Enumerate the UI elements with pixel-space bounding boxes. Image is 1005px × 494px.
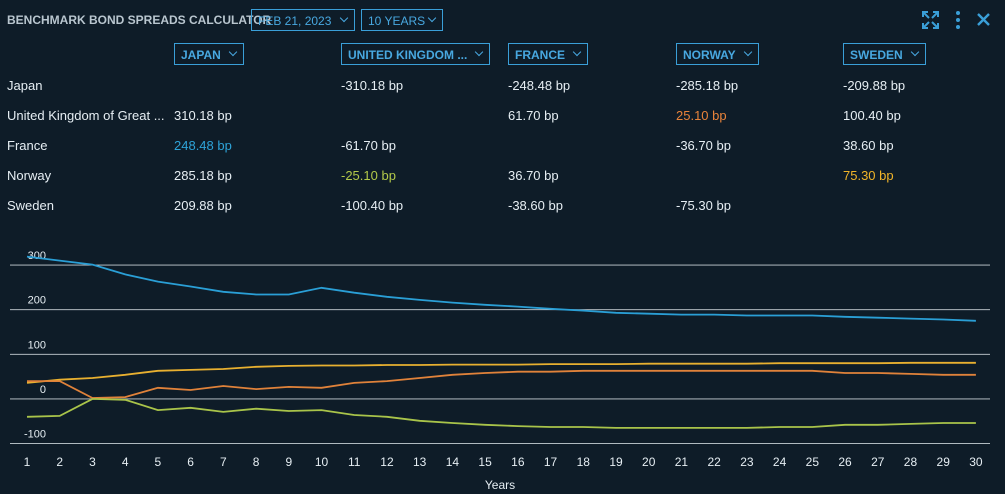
x-tick-label: 29: [937, 455, 951, 469]
y-tick-label: 200: [28, 295, 46, 307]
spread-cell: 100.40 bp: [843, 108, 901, 123]
series-line: [26, 361, 976, 384]
spread-cell: -36.70 bp: [676, 138, 731, 153]
y-tick-label: 0: [40, 384, 46, 396]
x-tick-label: 4: [122, 455, 129, 469]
date-dropdown[interactable]: FEB 21, 2023: [251, 9, 355, 31]
spread-cell: 36.70 bp: [508, 168, 559, 183]
x-tick-label: 21: [675, 455, 689, 469]
x-tick-label: 20: [642, 455, 656, 469]
y-tick-label: 300: [28, 250, 46, 262]
spread-cell: 209.88 bp: [174, 198, 232, 213]
x-tick-label: 11: [348, 455, 361, 469]
row-label: Japan: [7, 78, 43, 93]
widget-title: BENCHMARK BOND SPREADS CALCULATOR: [7, 13, 272, 27]
x-tick-label: 12: [380, 455, 394, 469]
x-tick-label: 27: [871, 455, 885, 469]
column-dropdown[interactable]: SWEDEN: [843, 43, 926, 65]
x-tick-label: 2: [56, 455, 63, 469]
y-tick-label: -100: [24, 429, 46, 441]
x-tick-label: 9: [285, 455, 292, 469]
x-tick-label: 30: [969, 455, 983, 469]
spread-cell: -285.18 bp: [676, 78, 739, 93]
x-tick-label: 7: [220, 455, 227, 469]
x-tick-label: 10: [315, 455, 329, 469]
series-line: [26, 255, 976, 322]
series-line: [27, 369, 976, 399]
x-tick-label: 14: [446, 455, 460, 469]
spread-cell: 61.70 bp: [508, 108, 559, 123]
x-tick-label: 18: [577, 455, 591, 469]
expand-icon[interactable]: [922, 11, 939, 29]
spread-cell: 285.18 bp: [174, 168, 232, 183]
menu-icon[interactable]: [956, 11, 960, 29]
column-dropdown[interactable]: NORWAY: [676, 43, 759, 65]
spread-cell: 248.48 bp: [174, 138, 232, 153]
close-icon[interactable]: [977, 13, 990, 26]
x-tick-label: 6: [187, 455, 194, 469]
x-tick-label: 19: [609, 455, 623, 469]
toolbar-icons: [922, 11, 990, 29]
x-tick-label: 5: [155, 455, 162, 469]
x-tick-label: 26: [838, 455, 852, 469]
column-dropdown[interactable]: UNITED KINGDOM ...: [341, 43, 491, 65]
x-tick-label: 1: [24, 455, 31, 469]
x-tick-label: 8: [253, 455, 260, 469]
x-tick-label: 24: [773, 455, 787, 469]
spread-cell: -248.48 bp: [508, 78, 571, 93]
spread-cell: -25.10 bp: [341, 168, 396, 183]
row-label: Norway: [7, 168, 52, 183]
x-tick-label: 16: [511, 455, 525, 469]
column-dropdown[interactable]: FRANCE: [508, 43, 588, 65]
row-label: United Kingdom of Great ...: [7, 108, 165, 123]
x-tick-label: 22: [707, 455, 721, 469]
column-dropdown[interactable]: JAPAN: [174, 43, 244, 65]
row-label: France: [7, 138, 48, 153]
spread-cell: -100.40 bp: [341, 198, 404, 213]
x-tick-label: 17: [544, 455, 558, 469]
x-tick-label: 25: [806, 455, 820, 469]
x-tick-label: 28: [904, 455, 918, 469]
spread-cell: 75.30 bp: [843, 168, 894, 183]
spread-cell: -61.70 bp: [341, 138, 396, 153]
spread-cell: 310.18 bp: [174, 108, 232, 123]
x-tick-label: 13: [413, 455, 427, 469]
row-label: Sweden: [7, 198, 54, 213]
x-tick-label: 15: [478, 455, 492, 469]
spread-cell: 25.10 bp: [676, 108, 727, 123]
tenor-dropdown[interactable]: 10 YEARS: [361, 9, 443, 31]
x-tick-label: 23: [740, 455, 754, 469]
spread-cell: -75.30 bp: [676, 198, 731, 213]
series-line: [26, 397, 976, 429]
spread-cell: -38.60 bp: [508, 198, 563, 213]
x-axis-label: Years: [485, 478, 515, 492]
x-tick-label: 3: [89, 455, 96, 469]
spread-cell: -310.18 bp: [341, 78, 404, 93]
spread-cell: -209.88 bp: [843, 78, 906, 93]
y-tick-label: 100: [28, 339, 46, 351]
spread-cell: 38.60 bp: [843, 138, 894, 153]
